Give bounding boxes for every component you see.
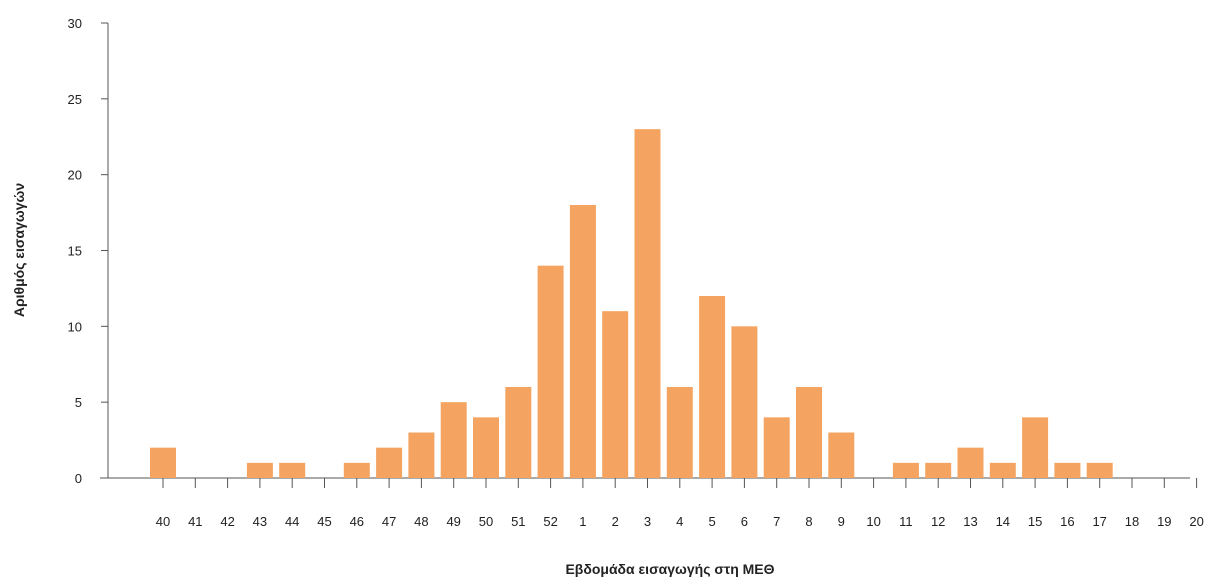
x-tick-label: 10 — [866, 514, 880, 529]
x-tick-label: 48 — [414, 514, 428, 529]
x-tick-label: 8 — [805, 514, 812, 529]
x-tick-label: 43 — [253, 514, 267, 529]
x-tick-label: 11 — [899, 514, 913, 529]
bar-week-44 — [279, 462, 306, 478]
y-tick-label: 30 — [68, 16, 82, 31]
x-tick-label: 15 — [1028, 514, 1042, 529]
bar-week-7 — [763, 417, 790, 478]
x-tick-label: 1 — [579, 514, 586, 529]
bar-week-9 — [828, 432, 855, 478]
x-tick-label: 40 — [156, 514, 170, 529]
bar-week-2 — [602, 311, 629, 478]
x-axis-title: Εβδομάδα εισαγωγής στη ΜΕΘ — [565, 561, 774, 577]
x-tick-label: 5 — [708, 514, 715, 529]
bar-week-52 — [537, 265, 564, 478]
x-tick-label: 41 — [188, 514, 202, 529]
bar-week-12 — [925, 462, 952, 478]
x-tick-label: 7 — [773, 514, 780, 529]
x-tick-label: 18 — [1125, 514, 1139, 529]
x-tick-label: 42 — [220, 514, 234, 529]
y-axis-title: Αριθμός εισαγωγών — [11, 183, 27, 317]
x-tick-label: 45 — [317, 514, 331, 529]
bar-week-51 — [505, 387, 532, 478]
x-tick-label: 47 — [382, 514, 396, 529]
bar-week-14 — [989, 462, 1016, 478]
x-tick-label: 3 — [644, 514, 651, 529]
x-tick-label: 20 — [1189, 514, 1203, 529]
x-tick-label: 46 — [350, 514, 364, 529]
x-tick-label: 16 — [1060, 514, 1074, 529]
y-tick-label: 25 — [68, 92, 82, 107]
x-tick-label: 52 — [543, 514, 557, 529]
x-tick-label: 9 — [838, 514, 845, 529]
y-tick-label: 15 — [68, 244, 82, 259]
bar-week-17 — [1086, 462, 1113, 478]
x-tick-label: 19 — [1157, 514, 1171, 529]
x-tick-label: 4 — [676, 514, 683, 529]
bar-week-8 — [796, 387, 822, 478]
bar-week-11 — [892, 462, 919, 478]
bar-week-40 — [150, 447, 176, 478]
bar-week-5 — [699, 296, 726, 478]
bar-week-50 — [473, 417, 499, 478]
x-tick-label: 51 — [511, 514, 525, 529]
bar-week-47 — [376, 447, 403, 478]
y-tick-label: 20 — [68, 168, 82, 183]
bar-week-4 — [666, 387, 693, 478]
bar-week-49 — [440, 402, 467, 478]
x-axis: 40 41 42 43 44 45 46 47 48 49 50 51 52 1 2 3 4 5 6 7 8 9 10 11 1… — [100, 477, 1204, 529]
bar-week-16 — [1054, 462, 1081, 478]
y-tick-label: 10 — [68, 319, 82, 334]
x-tick-label: 44 — [285, 514, 299, 529]
bar-week-46 — [343, 462, 370, 478]
y-tick-label: 5 — [75, 395, 82, 410]
bar-week-6 — [731, 326, 758, 478]
bars — [150, 129, 1113, 478]
x-tick-label: 12 — [931, 514, 945, 529]
bar-week-13 — [957, 447, 984, 478]
x-tick-label: 49 — [446, 514, 460, 529]
bar-week-15 — [1022, 417, 1049, 478]
x-tick-label: 14 — [996, 514, 1010, 529]
x-tick-label: 13 — [963, 514, 977, 529]
y-tick-label: 0 — [75, 471, 82, 486]
y-axis: 0 5 10 15 20 25 30 — [68, 16, 109, 486]
bar-week-3 — [634, 129, 661, 478]
bar-week-43 — [246, 462, 273, 478]
x-tick-label: 50 — [479, 514, 493, 529]
x-tick-label: 17 — [1092, 514, 1106, 529]
x-tick-label: 2 — [612, 514, 619, 529]
bar-week-48 — [408, 432, 435, 478]
bar-week-1 — [569, 205, 596, 478]
x-tick-label: 6 — [741, 514, 748, 529]
